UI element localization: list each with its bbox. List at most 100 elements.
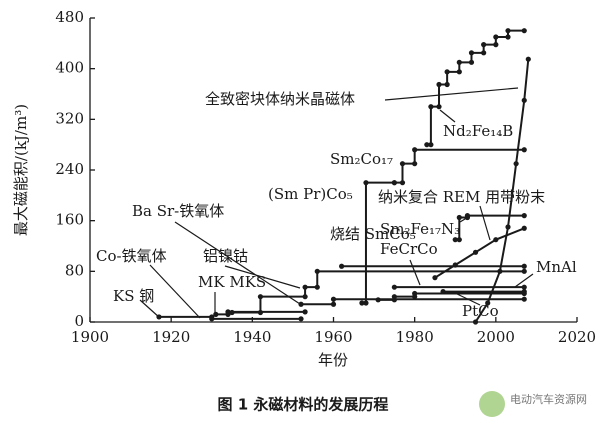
data-point: [399, 161, 406, 167]
series-label: Nd₂Fe₁₄B: [443, 122, 513, 140]
data-point: [428, 104, 434, 110]
data-point: [521, 263, 527, 269]
data-point: [424, 142, 430, 148]
data-point: [481, 50, 487, 56]
data-point: [505, 224, 511, 230]
data-point: [444, 69, 450, 75]
y-tick-label: 240: [55, 160, 84, 178]
y-tick-label: 400: [55, 59, 84, 77]
data-point: [399, 180, 406, 186]
series-label: Sm₂Fe₁₇N₃: [380, 220, 460, 238]
data-point: [302, 309, 308, 315]
data-point: [428, 142, 434, 148]
leader-line: [149, 264, 201, 319]
x-tick-label: 1920: [152, 328, 190, 346]
watermark: 电动汽车资源网: [510, 392, 587, 406]
data-point: [363, 300, 369, 306]
data-point: [213, 311, 219, 317]
data-point: [432, 275, 438, 281]
series-label: KS 钢: [113, 287, 154, 305]
data-point: [521, 268, 527, 274]
data-point: [485, 300, 491, 306]
leader-line: [139, 299, 161, 319]
leader-line: [224, 265, 301, 289]
x-tick-label: 2020: [558, 328, 596, 346]
data-point: [330, 296, 337, 302]
series-line: [394, 148, 525, 184]
data-point: [229, 309, 235, 316]
data-point: [436, 104, 442, 110]
y-tick-label: 80: [65, 261, 84, 279]
data-point: [497, 268, 503, 274]
caption: 图 1 永磁材料的发展历程: [218, 396, 389, 414]
data-point: [521, 97, 527, 103]
x-tick-label: 1960: [314, 328, 352, 346]
data-point: [456, 214, 462, 221]
data-point: [505, 28, 511, 34]
series-label: Sm₂Co₁₇: [330, 150, 393, 168]
data-point: [391, 284, 397, 290]
data-point: [436, 81, 442, 88]
data-point: [375, 297, 381, 303]
x-tick-label: 2000: [477, 328, 515, 346]
series-label: Co-铁氧体: [96, 247, 167, 265]
data-point: [456, 237, 462, 243]
x-axis-label: 年份: [318, 351, 348, 369]
data-point: [412, 290, 418, 297]
data-point: [452, 262, 458, 268]
data-point: [493, 34, 499, 40]
data-point: [521, 28, 527, 34]
leader-line: [409, 259, 421, 286]
series-label: MnAl: [536, 258, 577, 276]
x-tick-label: 1980: [396, 328, 434, 346]
y-tick-label: 0: [74, 312, 84, 330]
x-tick-label: 1900: [71, 328, 109, 346]
data-point: [468, 59, 475, 65]
y-tick-label: 480: [55, 8, 84, 26]
data-point: [440, 289, 446, 295]
data-point: [391, 294, 397, 300]
data-point: [339, 263, 345, 269]
data-point: [493, 237, 499, 243]
data-point: [363, 180, 369, 186]
series-label: 纳米复合 REM 用带粉末: [378, 188, 545, 206]
data-point: [257, 309, 264, 316]
series-label: 铝镍钴: [203, 247, 248, 265]
data-point: [359, 300, 365, 306]
series-label: MK MKS: [198, 273, 266, 291]
series-label: Ba Sr-铁氧体: [132, 202, 224, 220]
data-point: [302, 284, 308, 290]
data-point: [302, 294, 308, 300]
series-label: 全致密块体纳米晶磁体: [205, 90, 355, 108]
data-point: [521, 225, 527, 231]
data-point: [525, 56, 531, 62]
data-point: [456, 59, 462, 65]
data-point: [472, 249, 479, 255]
data-point: [209, 316, 215, 322]
data-point: [456, 69, 462, 75]
y-tick-label: 160: [55, 211, 84, 229]
y-tick-label: 320: [55, 109, 84, 127]
data-point: [225, 309, 231, 315]
leader-line: [479, 205, 491, 241]
data-point: [493, 42, 499, 48]
data-point: [391, 180, 397, 186]
data-point: [521, 296, 527, 302]
data-point: [298, 316, 304, 322]
watermark-logo: [479, 391, 505, 417]
series-label: PtCo: [462, 302, 499, 320]
series-line: [378, 292, 525, 301]
data-point: [521, 213, 527, 219]
leader-line: [439, 109, 456, 123]
data-point: [444, 81, 450, 88]
data-point: [521, 289, 527, 295]
series-label: (Sm Pr)Co₅: [268, 185, 353, 203]
series-line: [232, 270, 525, 314]
data-point: [298, 301, 304, 307]
data-point: [257, 294, 264, 300]
y-axis-label: 最大磁能积/(kJ/m³): [12, 104, 30, 236]
series-label: 烧结 SmCo₅: [330, 225, 416, 243]
data-point: [481, 42, 487, 48]
leader-line: [459, 215, 471, 223]
